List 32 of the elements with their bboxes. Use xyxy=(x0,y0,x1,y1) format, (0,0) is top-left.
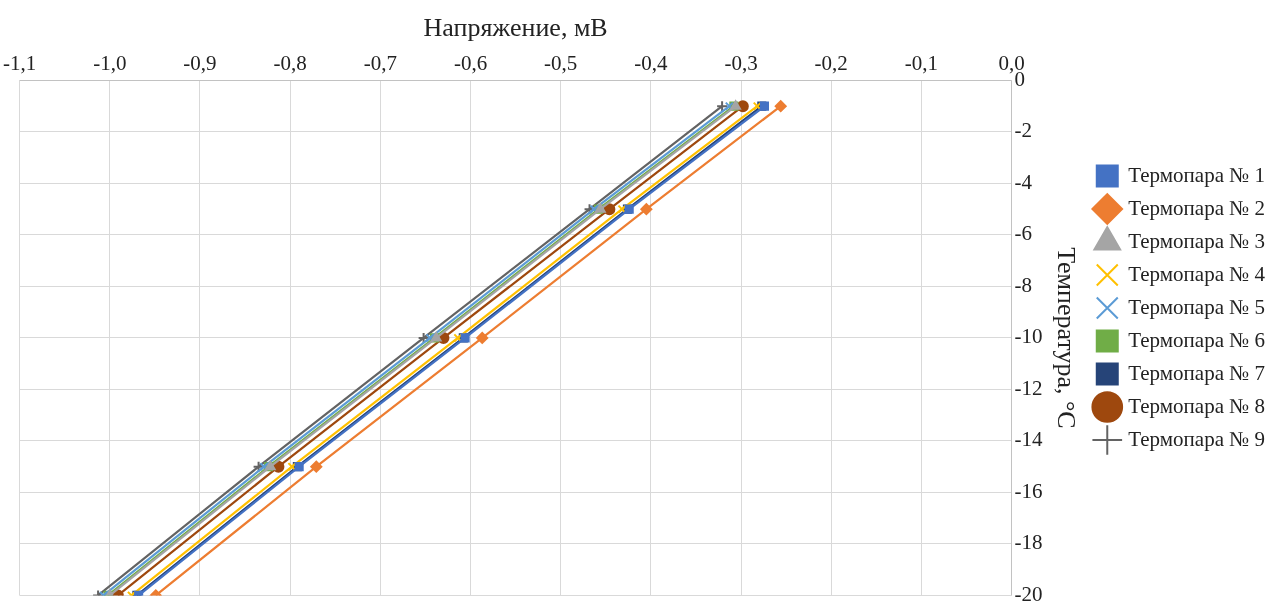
legend-label: Термопара № 7 xyxy=(1128,360,1266,385)
legend-label: Термопара № 9 xyxy=(1128,426,1266,451)
legend-label: Термопара № 3 xyxy=(1128,228,1266,253)
x-tick-label: -0,2 xyxy=(814,51,848,76)
y-tick-label: -16 xyxy=(1014,478,1043,503)
y-tick-label: -6 xyxy=(1014,221,1033,246)
x-tick-label: -0,1 xyxy=(904,51,939,76)
x-axis-title: Напряжение, мВ xyxy=(423,13,608,43)
legend-label: Термопара № 8 xyxy=(1128,393,1266,418)
x-tick-label: -0,3 xyxy=(724,51,758,76)
legend-label: Термопара № 4 xyxy=(1128,261,1266,286)
x-tick-label: -0,9 xyxy=(183,51,217,76)
legend-label: Термопара № 2 xyxy=(1128,195,1266,220)
x-tick-label: -1,1 xyxy=(3,51,37,76)
legend-label: Термопара № 1 xyxy=(1128,162,1266,187)
y-tick-label: -2 xyxy=(1014,118,1033,143)
y-tick-label: -8 xyxy=(1014,272,1033,297)
x-tick-label: -0,8 xyxy=(273,51,307,76)
y-axis-title: Температура, °C xyxy=(1052,247,1082,429)
x-tick-label: -0,7 xyxy=(363,51,397,76)
x-tick-label: -0,6 xyxy=(453,51,488,76)
legend-label: Термопара № 6 xyxy=(1128,327,1266,352)
y-tick-label: -18 xyxy=(1014,530,1043,555)
x-tick-label: -0,5 xyxy=(544,51,578,76)
legend-label: Термопара № 5 xyxy=(1128,294,1266,319)
y-tick-label: -10 xyxy=(1014,324,1043,349)
x-tick-label: -1,0 xyxy=(93,51,127,76)
y-tick-label: -4 xyxy=(1014,169,1033,194)
y-tick-label: -12 xyxy=(1014,375,1043,400)
y-tick-label: -20 xyxy=(1014,581,1043,606)
y-tick-label: -14 xyxy=(1014,427,1044,452)
x-tick-label: -0,4 xyxy=(634,51,668,76)
